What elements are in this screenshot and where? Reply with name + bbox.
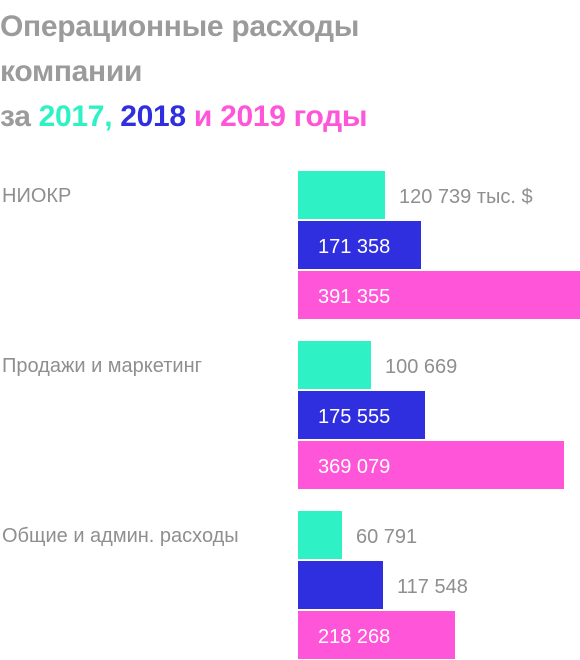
category-label: Продажи и маркетинг [2,355,202,377]
bar [298,611,455,659]
bar [298,221,421,269]
bar [298,341,371,389]
data-label: 391 355 [318,286,390,308]
chart-title: Операционные расходы компании за 2017, 2… [0,4,580,139]
bar [298,561,383,609]
data-label: 117 548 [397,576,468,598]
data-label: 60 791 [356,526,417,548]
title-line-1: Операционные расходы [0,10,360,43]
bar [298,271,580,319]
category-label: НИОКР [2,185,71,207]
bar [298,511,342,559]
data-label: 171 358 [318,236,390,258]
data-label: 218 268 [318,626,390,648]
data-label: 120 739 тыс. $ [399,186,533,208]
title-suffix: годы [293,100,368,133]
category-label: Общие и админ. расходы [2,525,239,547]
title-year-2017: 2017, [38,100,113,133]
data-label: 369 079 [318,456,390,478]
bar [298,441,564,489]
title-year-2018: 2018 [120,100,186,133]
title-line-3: за 2017, 2018 и 2019 годы [0,94,580,139]
data-label: 100 669 [385,356,457,378]
title-year-2019: 2019 [220,100,286,133]
title-conj: и [193,100,213,133]
bar [298,171,385,219]
title-line-2: компании [0,55,143,88]
title-prefix: за [0,100,31,133]
bar [298,391,425,439]
data-label: 175 555 [318,406,390,428]
